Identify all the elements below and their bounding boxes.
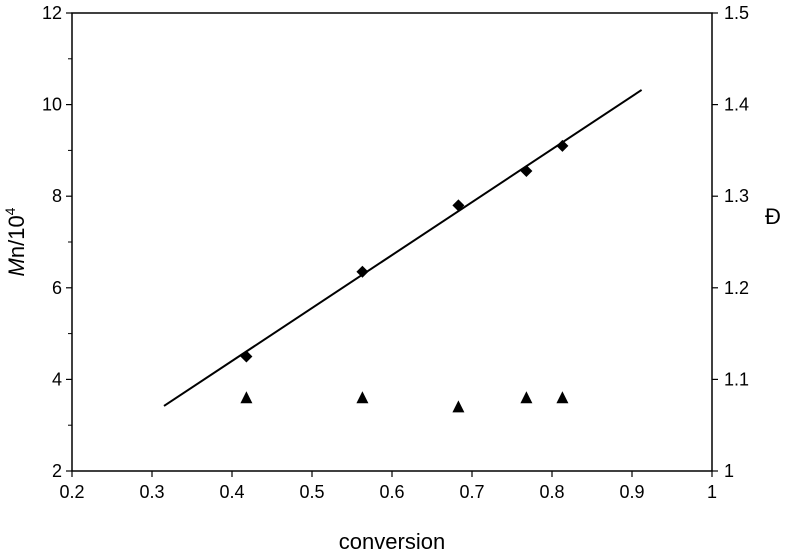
y-axis-label-superscript: 4 [2,207,18,215]
y2-axis-label: Đ [765,204,781,229]
x-tick-label: 0.6 [379,482,404,502]
y-tick-label: 10 [42,95,62,115]
diamond-point [356,265,369,278]
triangle-point [556,391,569,404]
fit-line-group [163,89,643,407]
x-tick-label: 0.9 [619,482,644,502]
fit-line [163,89,643,407]
y2-tick-label: 1.3 [724,186,749,206]
x-tick-label: 0.4 [219,482,244,502]
y-tick-label: 8 [52,186,62,206]
data-marks [240,139,569,413]
y2-tick-label: 1 [724,461,734,481]
triangle-point [240,391,253,404]
diamond-point [240,350,253,363]
y2-tick-label: 1.2 [724,278,749,298]
y-tick-label: 2 [52,461,62,481]
y-axis-ticks: 2 4 6 8 10 12 [42,3,72,481]
x-axis-label: conversion [339,529,445,554]
y-axis-label-italic: M [4,257,29,276]
diamond-point [452,199,465,212]
diamond-point [556,139,569,152]
triangle-point [356,391,369,404]
triangle-point [452,400,465,413]
x-tick-label: 0.3 [139,482,164,502]
x-tick-label: 0.5 [299,482,324,502]
x-tick-label: 0.8 [539,482,564,502]
y2-tick-label: 1.4 [724,95,749,115]
triangle-point [520,391,533,404]
x-axis-ticks: 0.2 0.3 0.4 0.5 0.6 0.7 0.8 0.9 1 [59,471,717,502]
y-tick-label: 6 [52,278,62,298]
x-tick-label: 0.2 [59,482,84,502]
x-tick-label: 1 [707,482,717,502]
x-tick-label: 0.7 [459,482,484,502]
y-tick-label: 12 [42,3,62,23]
y2-tick-label: 1.5 [724,3,749,23]
y2-axis-ticks: 1 1.1 1.2 1.3 1.4 1.5 [712,3,749,481]
y-axis-label-rest: n/10 [4,215,29,258]
y-tick-label: 4 [52,369,62,389]
diamond-point [520,165,533,178]
y2-tick-label: 1.1 [724,369,749,389]
y-axis-label: Mn/104 [2,207,29,276]
